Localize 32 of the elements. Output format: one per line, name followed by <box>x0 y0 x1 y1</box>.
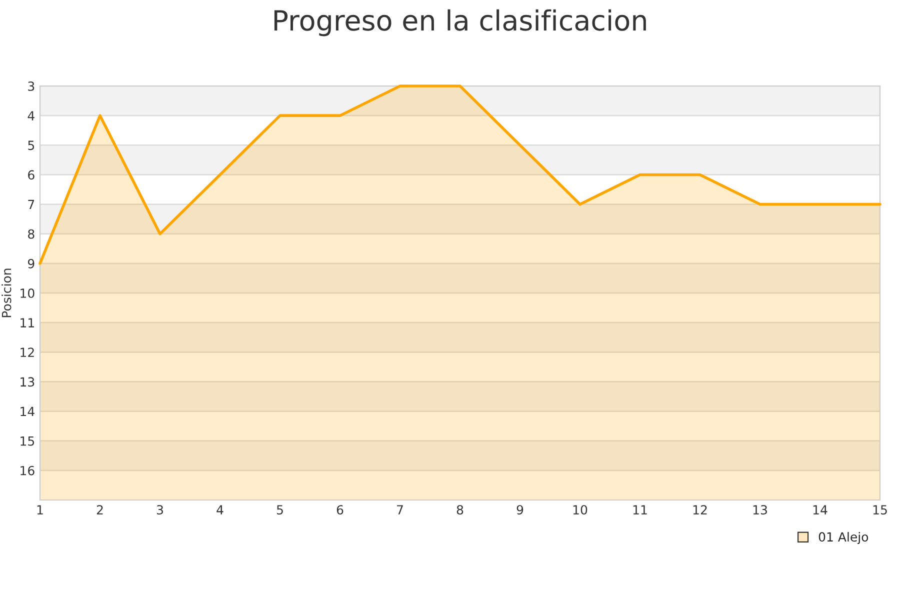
y-axis-title: Posicion <box>2 268 12 318</box>
x-tick-label: 11 <box>633 505 647 514</box>
y-tick-label: 6 <box>28 170 34 180</box>
x-tick-label: 8 <box>456 505 464 515</box>
y-tick-label: 12 <box>20 348 34 357</box>
y-tick-label: 16 <box>20 466 34 476</box>
x-tick-label: 5 <box>276 505 283 515</box>
x-tick-label: 7 <box>397 505 403 514</box>
x-tick-label: 15 <box>873 505 887 515</box>
y-tick-label: 13 <box>20 377 34 387</box>
x-tick-label: 12 <box>693 505 707 514</box>
x-tick-label: 3 <box>156 505 163 515</box>
y-tick-label: 5 <box>28 140 34 150</box>
y-tick-label: 4 <box>28 111 34 120</box>
x-tick-label: 9 <box>516 505 524 515</box>
y-tick-label: 15 <box>20 436 34 446</box>
legend-label: 01 Alejo <box>818 532 868 544</box>
y-tick-label: 11 <box>20 318 34 328</box>
chart-title: Progreso en la clasificacion <box>274 9 646 36</box>
x-tick-label: 6 <box>336 505 344 515</box>
x-tick-label: 10 <box>573 505 588 515</box>
y-tick-label: 9 <box>28 258 34 268</box>
y-tick-label: 14 <box>20 406 34 416</box>
x-tick-label: 13 <box>753 505 767 515</box>
x-tick-label: 1 <box>37 505 43 514</box>
y-tick-label: 7 <box>28 200 34 210</box>
y-tick-label: 3 <box>28 81 34 91</box>
x-tick-label: 2 <box>96 505 103 514</box>
y-tick-label: 10 <box>20 288 34 298</box>
x-tick-label: 4 <box>216 505 224 514</box>
y-tick-label: 8 <box>28 229 34 239</box>
x-tick-label: 14 <box>813 505 828 514</box>
